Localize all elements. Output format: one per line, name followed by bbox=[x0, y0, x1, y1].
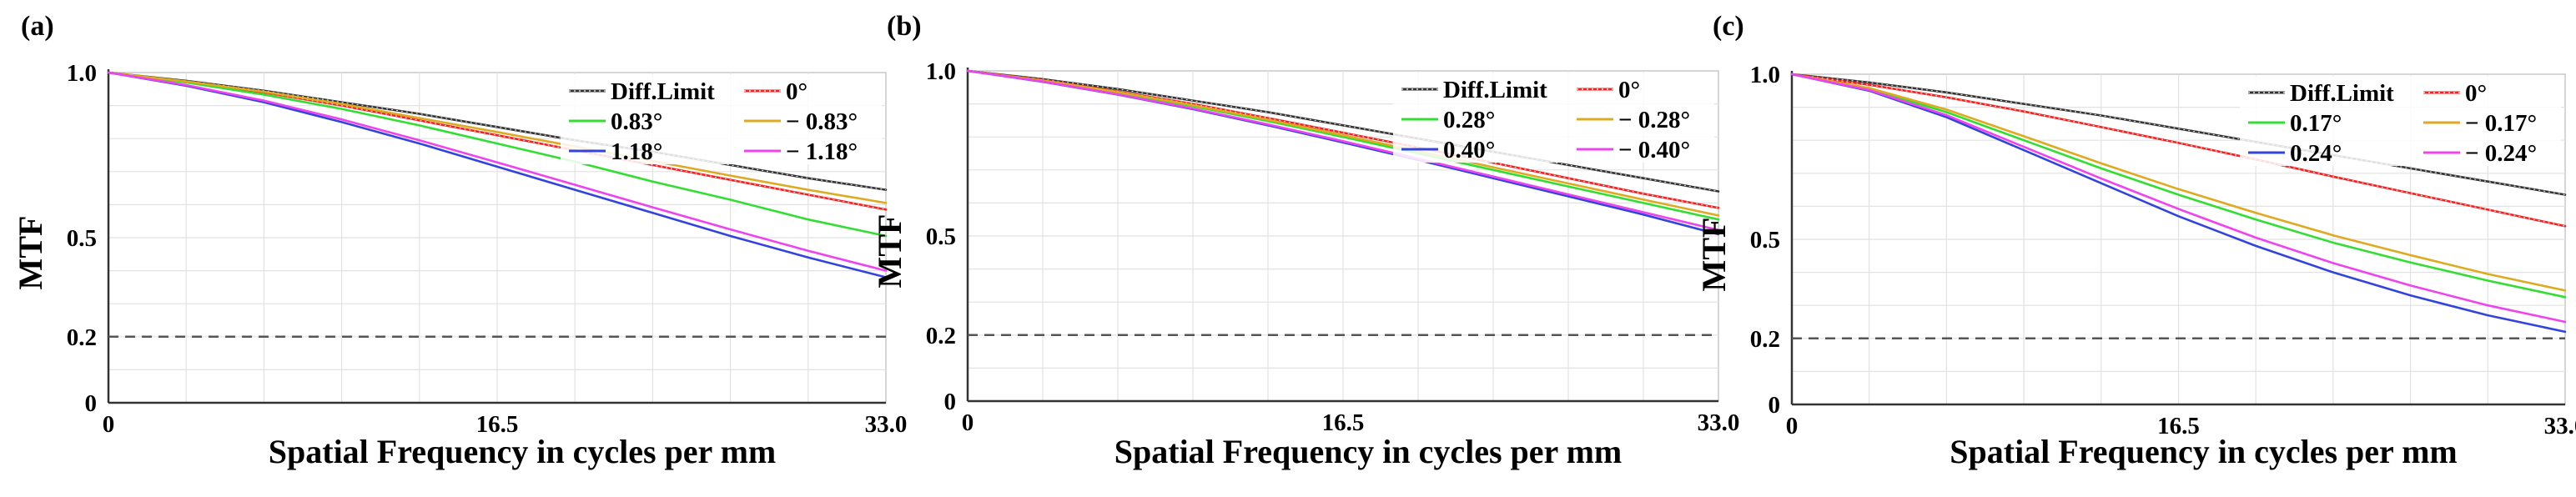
panel-label: (b) bbox=[887, 11, 922, 42]
y-tick-label: 1.0 bbox=[926, 58, 956, 85]
series-line-5 bbox=[107, 71, 888, 272]
panel-label: (c) bbox=[1713, 11, 1744, 42]
x-tick-label: 0 bbox=[1786, 413, 1799, 439]
x-tick-label: 33.0 bbox=[865, 411, 908, 438]
legend-background bbox=[2240, 76, 2561, 166]
legend-label-4: 1.18° bbox=[611, 138, 662, 165]
series-line-2 bbox=[1790, 73, 2567, 299]
y-tick-label: 0.2 bbox=[926, 323, 956, 349]
y-tick-label: 0 bbox=[1768, 392, 1781, 419]
series-line-3 bbox=[107, 71, 888, 204]
legend-label-2: 0.28° bbox=[1443, 107, 1495, 133]
chart-panel-a: (a) 0 0.2 0.5 1.0 0 16.5 33.0 Spatial Frequency … bbox=[12, 11, 907, 470]
y-tick-label: 1.0 bbox=[1750, 62, 1780, 88]
series-line-3 bbox=[1790, 73, 2567, 292]
series-line-dots-1 bbox=[1791, 73, 2566, 227]
y-axis-title: MTF bbox=[1695, 218, 1733, 292]
y-tick-label: 0.5 bbox=[1750, 227, 1780, 254]
legend-label-0: Diff.Limit bbox=[2290, 80, 2394, 107]
legend-label-1: 0° bbox=[2465, 80, 2487, 107]
x-axis-title: Spatial Frequency in cycles per mm bbox=[1950, 433, 2457, 470]
legend-label-3: − 0.28° bbox=[1618, 107, 1690, 133]
series-line-dots-0 bbox=[1791, 73, 2566, 196]
chart-panel-c: (c) 0 0.2 0.5 1.0 0 16.5 33.0 Spatial Frequency … bbox=[1695, 11, 2576, 470]
legend-background bbox=[561, 74, 882, 164]
y-axis-title: MTF bbox=[871, 214, 908, 289]
y-axis-title: MTF bbox=[12, 216, 49, 290]
legend-label-3: − 0.83° bbox=[786, 108, 858, 135]
legend-label-1: 0° bbox=[786, 78, 808, 105]
panel-label: (a) bbox=[21, 11, 54, 42]
legend-label-2: 0.83° bbox=[611, 108, 662, 135]
x-tick-label: 33.0 bbox=[1698, 409, 1740, 436]
series-line-4 bbox=[107, 71, 888, 279]
y-tick-label: 0.2 bbox=[1750, 326, 1780, 353]
legend-label-5: − 0.24° bbox=[2465, 140, 2537, 167]
series-line-5 bbox=[1790, 73, 2567, 324]
legend-background bbox=[1393, 73, 1714, 163]
x-tick-label: 0 bbox=[962, 409, 974, 436]
series-line-3 bbox=[966, 69, 1720, 217]
legend-label-1: 0° bbox=[1618, 77, 1640, 103]
legend-label-5: − 0.40° bbox=[1618, 137, 1690, 163]
y-tick-label: 1.0 bbox=[67, 60, 97, 87]
legend-label-4: 0.24° bbox=[2290, 140, 2342, 167]
y-tick-label: 0.2 bbox=[67, 324, 97, 351]
x-axis-title: Spatial Frequency in cycles per mm bbox=[1114, 433, 1622, 470]
x-tick-label: 33.0 bbox=[2544, 413, 2576, 439]
series-line-2 bbox=[107, 71, 888, 238]
x-tick-label: 16.5 bbox=[1322, 409, 1365, 436]
x-tick-label: 16.5 bbox=[2157, 413, 2200, 439]
y-tick-label: 0.5 bbox=[67, 225, 97, 252]
x-tick-label: 0 bbox=[103, 411, 115, 438]
chart-panel-b: (b) 0 0.2 0.5 1.0 0 16.5 33.0 Spatial Frequency … bbox=[871, 11, 1739, 470]
y-tick-label: 0.5 bbox=[926, 223, 956, 250]
legend-label-5: − 1.18° bbox=[786, 138, 858, 165]
legend-label-0: Diff.Limit bbox=[1443, 77, 1547, 103]
y-tick-label: 0 bbox=[85, 390, 98, 417]
y-tick-label: 0 bbox=[944, 389, 957, 415]
series-line-dots-0 bbox=[967, 70, 1719, 193]
legend-label-4: 0.40° bbox=[1443, 137, 1495, 163]
x-axis-title: Spatial Frequency in cycles per mm bbox=[269, 433, 776, 470]
x-tick-label: 16.5 bbox=[476, 411, 519, 438]
series-line-5 bbox=[966, 69, 1720, 232]
legend-label-0: Diff.Limit bbox=[611, 78, 715, 105]
series-line-4 bbox=[1790, 73, 2567, 334]
legend-label-2: 0.17° bbox=[2290, 110, 2342, 137]
legend-label-3: − 0.17° bbox=[2465, 110, 2537, 137]
